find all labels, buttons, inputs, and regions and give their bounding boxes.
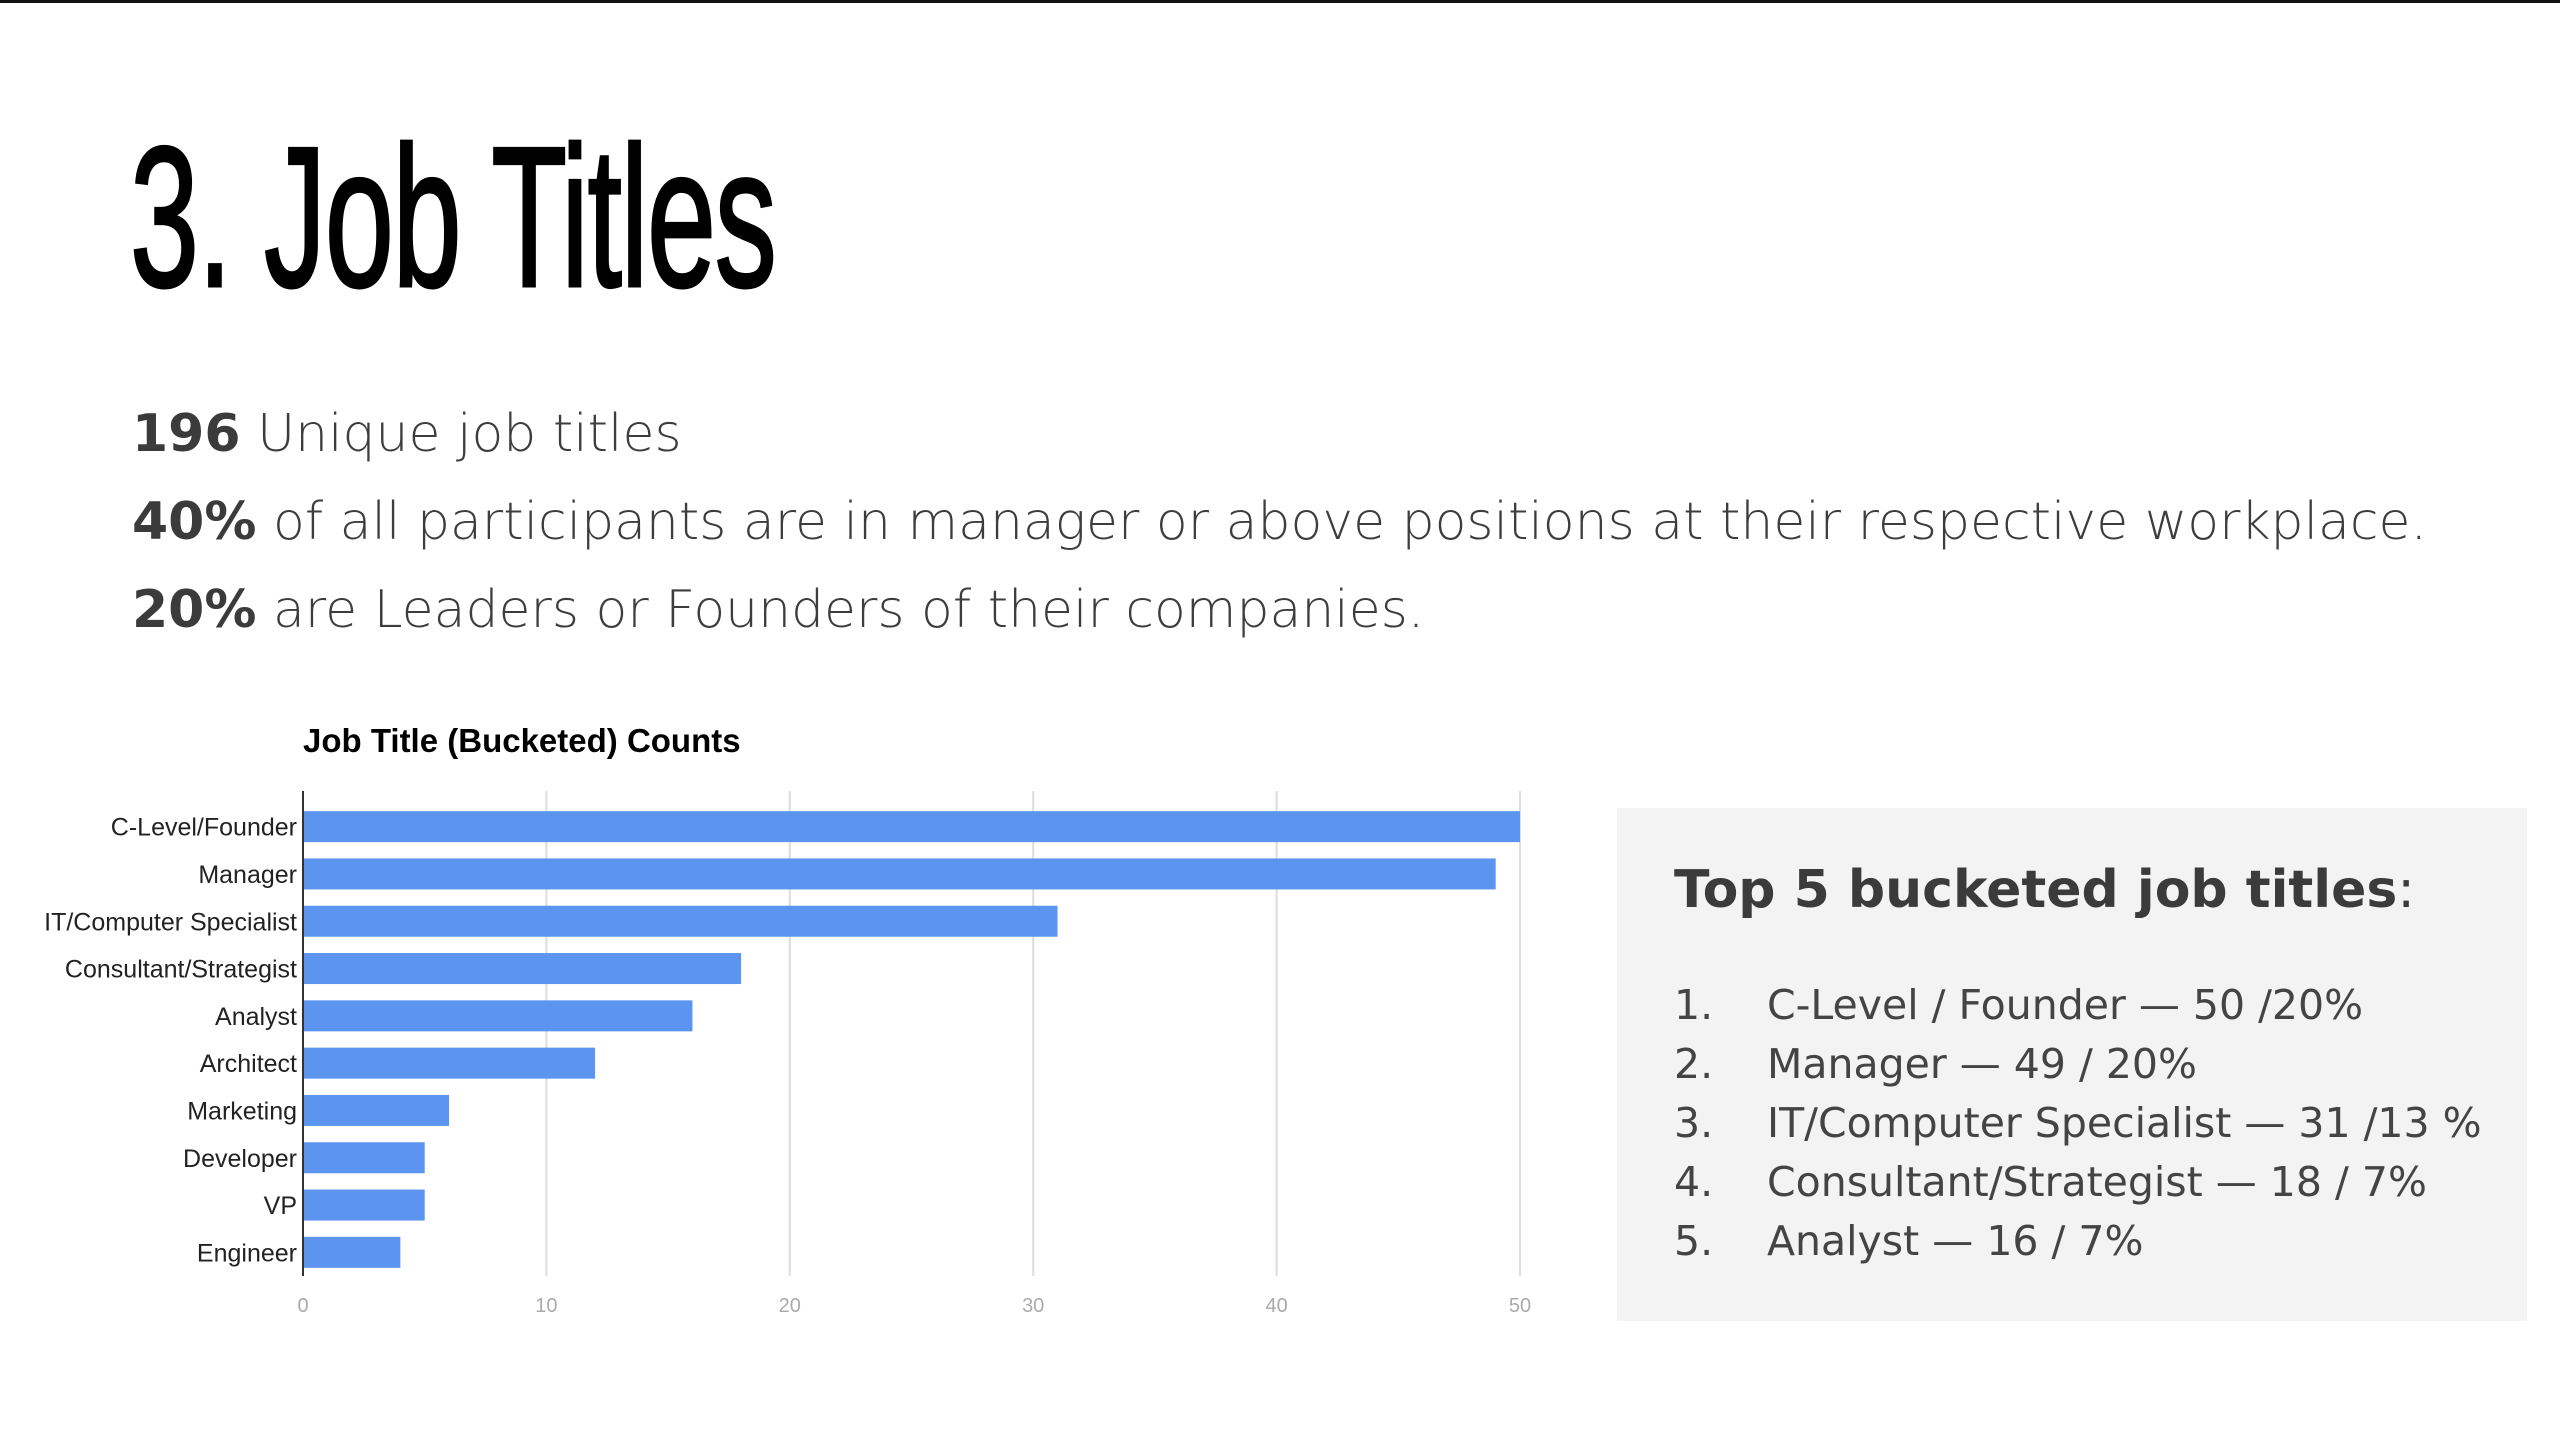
list-item-number: 5. xyxy=(1674,1217,1714,1265)
bar xyxy=(304,1094,450,1126)
category-label: Consultant/Strategist xyxy=(65,956,297,984)
category-label: Manager xyxy=(198,861,297,889)
top5-heading-text: Top 5 bucketed job titles xyxy=(1674,860,2398,920)
bar xyxy=(304,1236,401,1268)
x-tick-label: 40 xyxy=(1265,1295,1287,1317)
list-item-number: 2. xyxy=(1674,1040,1714,1088)
category-label: Architect xyxy=(200,1050,297,1078)
bar xyxy=(304,905,1058,937)
stat-text: are Leaders or Founders of their compani… xyxy=(256,580,1425,640)
top5-list: 1. C-Level / Founder — 50 /20% 2. Manager … xyxy=(1674,976,2482,1271)
bar xyxy=(304,953,742,985)
list-item-text: C-Level / Founder — 50 /20% xyxy=(1767,981,2364,1029)
bar xyxy=(304,811,1520,843)
bar xyxy=(304,1000,693,1032)
category-label: Marketing xyxy=(187,1097,297,1125)
chart-title: Job Title (Bucketed) Counts xyxy=(303,722,741,759)
job-title-chart: Job Title (Bucketed) Counts C-Level/Foun… xyxy=(20,700,1570,1340)
stat-number: 196 xyxy=(132,404,241,464)
x-tick-label: 30 xyxy=(1022,1295,1044,1317)
category-label: Engineer xyxy=(197,1239,297,1267)
category-label: Analyst xyxy=(215,1003,297,1031)
top5-panel: Top 5 bucketed job titles: 1. C-Level / F… xyxy=(1617,808,2527,1321)
bar xyxy=(304,858,1496,890)
list-item-text: IT/Computer Specialist — 31 /13 % xyxy=(1767,1099,2482,1147)
stat-manager-share: 40% of all participants are in manager o… xyxy=(132,478,2427,566)
top5-heading: Top 5 bucketed job titles: xyxy=(1674,860,2415,920)
chart-category-labels: C-Level/Founder Manager IT/Computer Specia… xyxy=(44,814,297,1268)
list-item-number: 1. xyxy=(1674,981,1714,1029)
list-item: 2. Manager — 49 / 20% xyxy=(1674,1035,2482,1094)
x-tick-label: 0 xyxy=(297,1295,308,1317)
list-item-text: Consultant/Strategist — 18 / 7% xyxy=(1767,1158,2427,1206)
chart-bars xyxy=(304,811,1520,1268)
x-tick-label: 50 xyxy=(1509,1295,1531,1317)
x-tick-label: 20 xyxy=(779,1295,801,1317)
bar xyxy=(304,1047,596,1079)
stat-unique-titles: 196 Unique job titles xyxy=(132,390,2427,478)
list-item: 3. IT/Computer Specialist — 31 /13 % xyxy=(1674,1094,2482,1153)
list-item-text: Analyst — 16 / 7% xyxy=(1767,1217,2144,1265)
list-item-number: 3. xyxy=(1674,1099,1714,1147)
stat-text: Unique job titles xyxy=(240,404,682,464)
top-rule xyxy=(0,0,2560,3)
stat-number: 40% xyxy=(132,492,257,552)
chart-x-ticks: 0 10 20 30 40 50 xyxy=(297,1295,1531,1317)
stats-block: 196 Unique job titles 40% of all partici… xyxy=(132,390,2427,654)
stat-text: of all participants are in manager or ab… xyxy=(256,492,2427,552)
list-item-number: 4. xyxy=(1674,1158,1714,1206)
category-label: C-Level/Founder xyxy=(111,814,297,842)
stat-founder-share: 20% are Leaders or Founders of their com… xyxy=(132,566,2427,654)
list-item: 1. C-Level / Founder — 50 /20% xyxy=(1674,976,2482,1035)
bar xyxy=(304,1189,425,1221)
slide-title: 3. Job Titles xyxy=(129,106,778,329)
bar xyxy=(304,1142,425,1174)
stat-number: 20% xyxy=(132,580,257,640)
category-label: VP xyxy=(264,1192,297,1220)
category-label: IT/Computer Specialist xyxy=(44,908,297,936)
x-tick-label: 10 xyxy=(535,1295,557,1317)
list-item-text: Manager — 49 / 20% xyxy=(1767,1040,2197,1088)
top5-heading-colon: : xyxy=(2397,860,2415,920)
category-label: Developer xyxy=(183,1145,297,1173)
chart-svg: Job Title (Bucketed) Counts C-Level/Foun… xyxy=(44,722,1531,1317)
list-item: 4. Consultant/Strategist — 18 / 7% xyxy=(1674,1153,2482,1212)
list-item: 5. Analyst — 16 / 7% xyxy=(1674,1212,2482,1271)
